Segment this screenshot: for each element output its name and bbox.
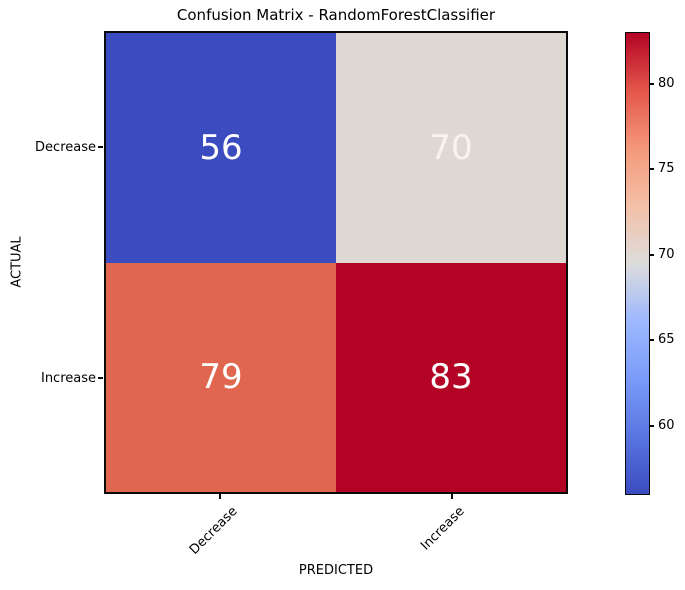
y-tick-mark xyxy=(98,377,103,379)
colorbar-tick-label-60: 60 xyxy=(658,418,675,433)
colorbar-tick-mark xyxy=(650,339,654,341)
x-tick-mark xyxy=(451,494,453,499)
colorbar-tick-mark xyxy=(650,425,654,427)
colorbar xyxy=(625,32,650,495)
colorbar-tick-mark xyxy=(650,83,654,85)
y-axis-label: ACTUAL xyxy=(9,236,25,288)
cell-value: 83 xyxy=(429,357,473,398)
colorbar-tick-mark xyxy=(650,168,654,170)
cell-value: 56 xyxy=(199,127,243,168)
x-axis-label: PREDICTED xyxy=(298,563,374,578)
y-tick-mark xyxy=(98,146,103,148)
colorbar-tick-mark xyxy=(650,254,654,256)
matrix-cell-actual-decrease-pred-decrease: 56 xyxy=(106,33,336,263)
x-tick-label-decrease: Decrease xyxy=(186,504,241,558)
matrix-cell-actual-decrease-pred-increase: 70 xyxy=(336,33,566,263)
cell-value: 70 xyxy=(429,127,473,168)
y-tick-label-increase: Increase xyxy=(40,371,96,386)
chart-title: Confusion Matrix - RandomForestClassifie… xyxy=(176,6,496,24)
colorbar-tick-label-70: 70 xyxy=(658,247,675,262)
colorbar-tick-label-75: 75 xyxy=(658,161,675,176)
y-tick-label-decrease: Decrease xyxy=(35,140,96,155)
matrix-cell-actual-increase-pred-increase: 83 xyxy=(336,262,566,492)
matrix-cell-actual-increase-pred-decrease: 79 xyxy=(106,262,336,492)
colorbar-tick-label-80: 80 xyxy=(658,76,675,91)
x-tick-mark xyxy=(219,494,221,499)
cell-value: 79 xyxy=(199,357,243,398)
x-tick-label-increase: Increase xyxy=(418,504,468,554)
colorbar-tick-label-65: 65 xyxy=(658,332,675,347)
heatmap-grid: 56 70 79 83 xyxy=(104,31,568,494)
